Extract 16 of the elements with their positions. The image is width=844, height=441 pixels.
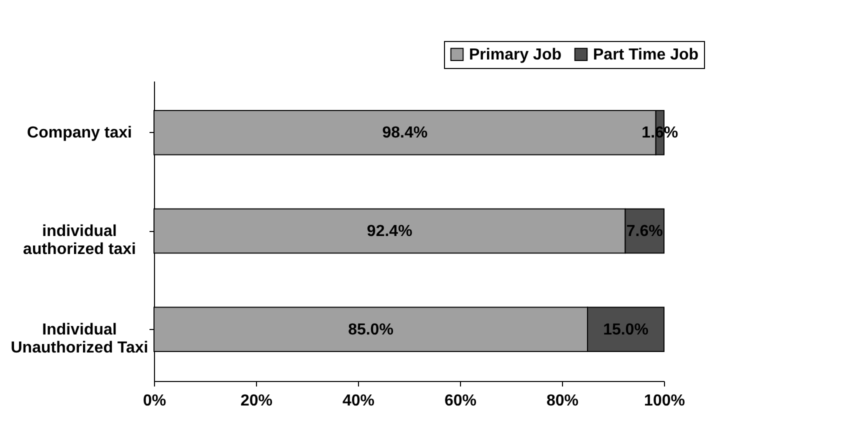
x-tick-label: 40%	[342, 392, 375, 410]
y-tick-label: Company taxi	[27, 124, 132, 142]
legend-label: Primary Job	[469, 46, 562, 64]
y-tick-label: Individual Unauthorized Taxi	[10, 321, 148, 356]
x-tick-label: 20%	[240, 392, 273, 410]
data-label: 7.6%	[626, 223, 663, 240]
data-label: 15.0%	[603, 321, 648, 338]
x-tick-label: 0%	[142, 392, 166, 410]
legend-label: Part Time Job	[593, 46, 699, 64]
data-label: 92.4%	[366, 223, 412, 240]
x-tick-label: 100%	[644, 392, 685, 410]
data-label: 85.0%	[348, 321, 394, 338]
data-label: 98.4%	[382, 124, 428, 142]
x-tick-label: 60%	[444, 392, 477, 410]
y-tick-label: individual authorized taxi	[23, 223, 136, 258]
x-tick-label: 80%	[546, 392, 579, 410]
